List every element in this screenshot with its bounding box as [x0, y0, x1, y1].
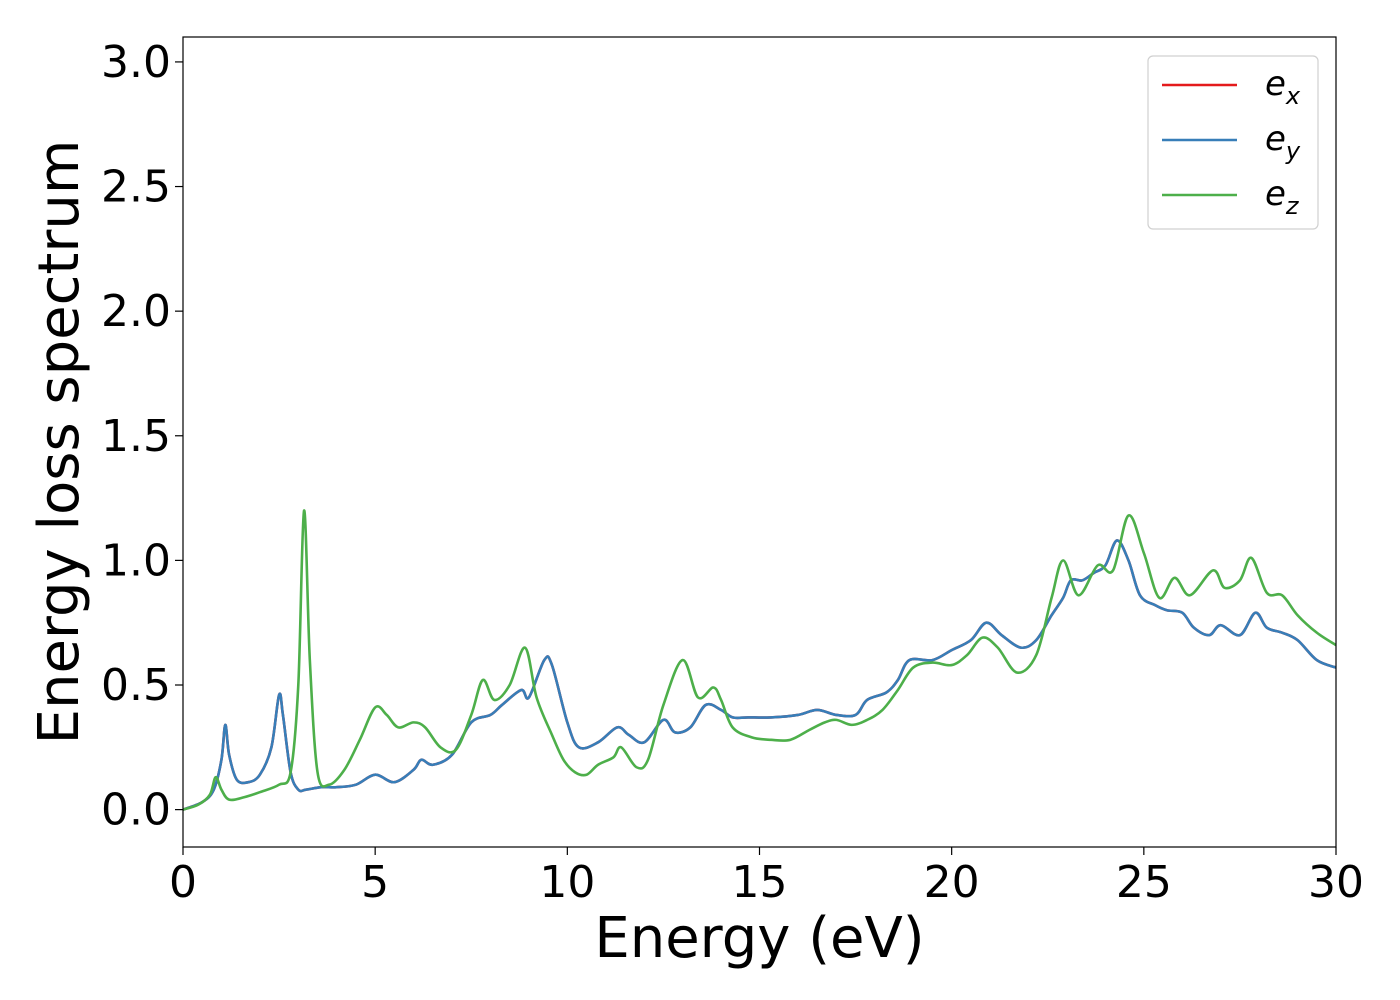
x-tick-label: 30	[1308, 857, 1364, 908]
y-tick-label: 2.5	[101, 162, 171, 213]
series-line-e-x	[183, 539, 1336, 811]
x-tick-label: 5	[361, 857, 389, 908]
y-tick-label: 0.0	[101, 785, 171, 836]
x-tick-label: 20	[924, 857, 980, 908]
x-tick-label: 10	[539, 857, 595, 908]
y-axis-title: Energy loss spectrum	[27, 140, 92, 745]
x-axis-title: Energy (eV)	[594, 906, 924, 971]
y-tick-label: 3.0	[101, 37, 171, 88]
y-tick-label: 2.0	[101, 286, 171, 337]
y-tick-label: 1.0	[101, 535, 171, 586]
legend-label: ez	[1265, 174, 1300, 220]
y-axis-ticks: 0.0 0.5 1.0 1.5 2.0 2.5 3.0	[101, 37, 183, 836]
y-tick-label: 1.5	[101, 411, 171, 462]
x-tick-label: 25	[1116, 857, 1172, 908]
series-line-e-z	[183, 509, 1336, 811]
x-tick-label: 0	[169, 857, 197, 908]
legend: ex ey ez	[1147, 55, 1319, 230]
plot-lines	[183, 509, 1336, 811]
y-tick-label: 0.5	[101, 660, 171, 711]
series-line-e-y	[183, 539, 1336, 811]
legend-box	[1147, 55, 1319, 230]
x-axis-ticks: 0 5 10 15 20 25 30	[169, 847, 1364, 908]
legend-label: ey	[1265, 119, 1301, 165]
x-tick-label: 15	[732, 857, 788, 908]
legend-label: ex	[1265, 64, 1301, 110]
